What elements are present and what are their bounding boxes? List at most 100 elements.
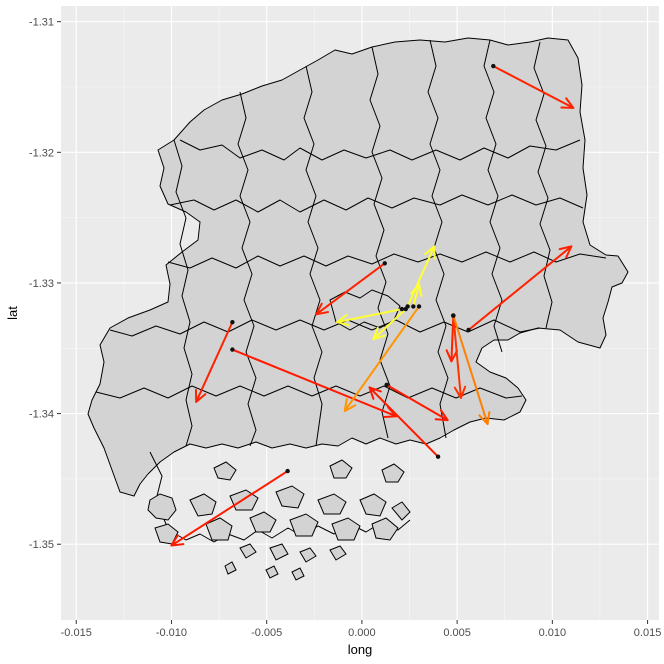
x-tick-label: 0.015	[634, 627, 662, 639]
region-boundary	[159, 519, 411, 543]
island-shape	[331, 517, 361, 541]
arrow-shaft	[412, 283, 421, 308]
island-shape	[249, 511, 277, 533]
flow-arrow	[445, 314, 459, 363]
island-shape	[329, 459, 353, 479]
arrow-head	[315, 302, 329, 316]
y-tick-label: -1.35	[29, 539, 54, 551]
island-shape	[269, 543, 289, 561]
origin-point	[491, 63, 496, 69]
arrow-shaft	[467, 245, 573, 331]
arrow-head	[343, 398, 357, 412]
arrow-head	[453, 385, 467, 399]
island-shape	[299, 547, 317, 563]
arrow-head	[434, 409, 449, 422]
y-tick-label: -1.31	[29, 17, 54, 29]
arrow-shaft	[406, 245, 436, 308]
map-regions	[87, 37, 629, 543]
flow-arrow	[336, 308, 403, 327]
x-tick-label: -0.010	[156, 627, 187, 639]
island-shape	[205, 517, 233, 541]
x-axis-title: long	[348, 642, 373, 657]
arrow-shaft	[315, 262, 386, 316]
arrow-shaft	[195, 321, 234, 403]
region-boundary	[167, 251, 607, 269]
region-boundary	[179, 139, 581, 161]
origin-point	[230, 347, 235, 352]
arrow-shaft	[452, 314, 489, 426]
island-shape	[371, 517, 399, 541]
y-axis-ticks: -1.35 -1.34 -1.33 -1.32 -1.31	[29, 17, 61, 551]
arrow-head	[336, 313, 350, 327]
flow-arrow	[452, 314, 491, 426]
island-shape	[329, 545, 347, 561]
arrow-head	[194, 388, 207, 403]
flow-arrow	[343, 305, 421, 412]
region-boundary	[427, 39, 449, 439]
arrow-head	[560, 97, 575, 109]
island-shape	[189, 493, 217, 517]
flow-arrow	[492, 65, 575, 109]
x-tick-label: 0.000	[348, 627, 376, 639]
island-shape	[213, 461, 237, 481]
x-tick-label: 0.010	[539, 627, 567, 639]
island-shape	[359, 493, 387, 517]
island-shape	[275, 485, 305, 509]
region-boundary	[169, 194, 584, 213]
island-shape	[224, 561, 237, 575]
arrow-shaft	[231, 348, 398, 418]
arrow-shaft	[170, 470, 289, 547]
island-shape	[147, 493, 177, 521]
region-boundary	[95, 385, 523, 399]
island-fragments	[147, 459, 411, 581]
flow-arrow	[452, 314, 467, 399]
flow-arrow	[368, 386, 440, 458]
flow-arrow	[467, 245, 573, 331]
origin-point	[285, 468, 290, 474]
arrow-shaft	[343, 305, 421, 412]
origin-point	[416, 304, 422, 309]
arrow-head	[558, 245, 573, 259]
island-shape	[265, 565, 279, 579]
island-shape	[381, 463, 405, 483]
island-shape	[291, 567, 305, 581]
arrow-shaft	[336, 308, 403, 324]
y-tick-label: -1.32	[29, 147, 54, 159]
arrow-shaft	[452, 314, 462, 399]
arrow-shaft	[368, 386, 440, 458]
origin-point	[382, 261, 387, 266]
arrow-head	[368, 386, 382, 400]
region-boundary	[483, 39, 503, 353]
region-boundary	[329, 289, 401, 331]
flow-arrow	[406, 245, 436, 308]
region-boundary	[303, 65, 323, 447]
flow-arrow	[385, 383, 449, 422]
flow-arrow	[410, 283, 423, 308]
island-shape	[391, 501, 411, 521]
arrow-head	[372, 326, 386, 341]
region-boundary	[533, 41, 553, 329]
arrow-head	[445, 349, 459, 363]
arrow-shaft	[450, 314, 455, 363]
arrow-head	[410, 283, 423, 298]
x-tick-label: -0.015	[61, 627, 92, 639]
origin-point	[411, 304, 416, 309]
flow-arrow	[315, 262, 386, 316]
origin-point	[435, 454, 441, 459]
arrow-shaft	[385, 383, 449, 422]
origin-point	[230, 319, 235, 325]
y-tick-label: -1.34	[29, 409, 54, 421]
flow-arrow	[372, 308, 407, 341]
region-boundary	[173, 139, 193, 447]
island-shape	[239, 543, 257, 559]
arrow-head	[170, 534, 185, 547]
arrow-head	[478, 411, 491, 426]
origin-point	[466, 327, 471, 333]
y-axis-title: lat	[5, 306, 20, 320]
origin-point	[399, 306, 405, 312]
region-boundary	[237, 91, 257, 447]
origin-point	[384, 382, 389, 388]
x-tick-label: -0.005	[251, 627, 282, 639]
island-shape	[289, 513, 319, 537]
